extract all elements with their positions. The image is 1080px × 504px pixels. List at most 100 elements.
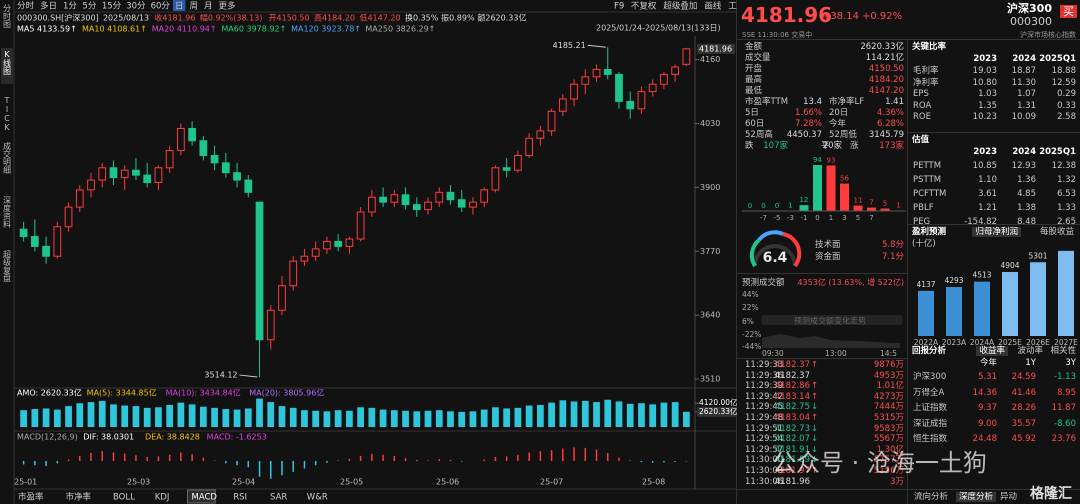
profit-category: 2023A (942, 338, 967, 347)
candle-body (300, 255, 309, 262)
indicator-tab[interactable]: RSI (233, 493, 247, 503)
period-tab[interactable]: 更多 (218, 1, 236, 12)
period-tab[interactable]: 15分 (102, 2, 122, 12)
cell: 0.33 (1057, 100, 1076, 111)
low-pointer (239, 374, 258, 378)
tool-button[interactable]: 画线 (704, 1, 722, 12)
score-label: 资金面 (815, 252, 841, 262)
breadth-label: 平 (821, 141, 830, 151)
forecast-value: 4353亿 (13.63%, 增 522亿) (797, 278, 904, 287)
cell: 1.21 (978, 202, 997, 213)
tool-button[interactable]: 工具 (728, 2, 737, 12)
buy-button[interactable]: 买 (1060, 5, 1077, 18)
trade-price: 4181.97 (774, 466, 810, 476)
profit-tab[interactable]: 归母净利润 (972, 227, 1021, 237)
volume-bar (121, 405, 129, 427)
trade-price: 4183.14 (774, 391, 810, 402)
cell: 12.59 (1051, 77, 1076, 88)
period-tab[interactable]: 5分 (82, 2, 96, 12)
divider (907, 224, 1080, 225)
candle-body (525, 137, 533, 156)
footer-tab[interactable]: 流向分析 (914, 492, 949, 502)
period-tab[interactable]: 1分 (63, 2, 77, 12)
period-tab[interactable]: 30分 (126, 2, 146, 12)
volume-bar (447, 411, 454, 427)
divider (907, 39, 908, 504)
indicator-tab[interactable]: MACD (192, 493, 218, 503)
column-header: 2025Q1 (1039, 147, 1076, 157)
period-tab[interactable]: 60分 (151, 2, 171, 12)
profit-value: 4513 (972, 271, 991, 280)
tool-button[interactable]: F9 (614, 2, 624, 12)
score-value: 6.4 (763, 250, 788, 266)
returns-tab[interactable]: 相关性 (1050, 346, 1076, 356)
volume-tick-label: 2620.33亿 (699, 406, 737, 416)
distribution-category: 3 (842, 214, 846, 222)
period-tab[interactable]: 月 (204, 2, 213, 12)
side-tab[interactable]: 成交明细 (3, 141, 12, 175)
profit-category: 2026E (1026, 338, 1050, 347)
side-tab[interactable]: TICK (3, 96, 12, 132)
indicator-tab[interactable]: BOLL (113, 493, 135, 503)
forecast-y-label: 44% (742, 290, 759, 299)
indicator-tab[interactable]: SAR (270, 493, 287, 503)
x-tick-label: 25-05 (340, 478, 363, 487)
gauge-track (753, 244, 797, 267)
forecast-time: 14:5 (880, 349, 897, 358)
divider (737, 358, 907, 359)
tool-button[interactable]: 不复权 (631, 1, 657, 12)
volume-bar (132, 406, 140, 427)
period-tab[interactable]: 分时 (17, 1, 35, 12)
cell: 14.36 (972, 387, 997, 398)
cell: 12.93 (1011, 161, 1036, 171)
volume-bar (53, 409, 61, 427)
candle-body (637, 91, 646, 110)
quote-info: 开4150.50 (269, 14, 310, 23)
cell: 1.07 (1017, 89, 1036, 100)
indicator-tab[interactable]: 市盈率 (18, 492, 44, 503)
volume-bar (593, 402, 600, 427)
side-tab[interactable]: 深度资料 (3, 196, 12, 229)
period-tab[interactable]: 日 (175, 2, 184, 12)
returns-tab[interactable]: 波动率 (1017, 346, 1043, 356)
footer-tab[interactable]: 异动 (1000, 492, 1018, 502)
profit-value: 4904 (1000, 261, 1019, 270)
high-annotation: 4185.21 (553, 41, 586, 50)
volume-bar (548, 402, 555, 427)
distribution-bar (853, 205, 863, 211)
profit-value: 5765 (1056, 248, 1075, 249)
footer-tab[interactable]: 深度分析 (956, 492, 997, 502)
side-tab[interactable]: K线图 (3, 50, 12, 76)
cell: 11.30 (1011, 77, 1036, 88)
volume-bar (604, 399, 612, 427)
volume-bar (413, 411, 421, 427)
profit-tab[interactable]: 每股收益 (1039, 227, 1074, 237)
volume-bar (581, 400, 589, 427)
returns-tab[interactable]: 收益率 (976, 346, 1008, 356)
distribution-chart: 0 0 -7 0 -5 1 -3 12 -1 94 0 93 1 56 3 11 5 7 7 5 1 (742, 156, 906, 222)
period-tab[interactable]: 周 (189, 2, 198, 12)
stat-value: 1.41 (885, 97, 904, 107)
volume-bar (323, 411, 331, 427)
trade-volume: 5315万 (873, 413, 904, 423)
side-tab[interactable]: 超级复盘 (3, 249, 12, 282)
indicator-tab[interactable]: 市净率 (66, 492, 92, 503)
stat-label: 成交量 (745, 53, 771, 63)
indicator-tab[interactable]: KDJ (155, 493, 170, 503)
ma-legend: MA60 3978.92↑ (221, 25, 286, 34)
tool-button[interactable]: 超级叠加 (663, 1, 697, 12)
column-header: 2023 (973, 54, 997, 64)
volume-bar (177, 402, 185, 427)
cell: -8.60 (1054, 418, 1076, 429)
cell: 23.76 (1051, 434, 1076, 444)
volume-bar (301, 410, 308, 427)
trade-price: 4182.37 (774, 370, 810, 381)
row-label: 沪深300 (913, 372, 947, 382)
side-tab[interactable]: 分时图 (3, 4, 12, 29)
profit-category: 2022A (914, 338, 939, 347)
trade-time: 11:29:39 (745, 381, 784, 392)
indicator-tab[interactable]: W&R (307, 493, 328, 503)
candle-body (75, 189, 84, 208)
period-tab[interactable]: 多日 (40, 1, 57, 12)
volume-bar (233, 409, 241, 427)
